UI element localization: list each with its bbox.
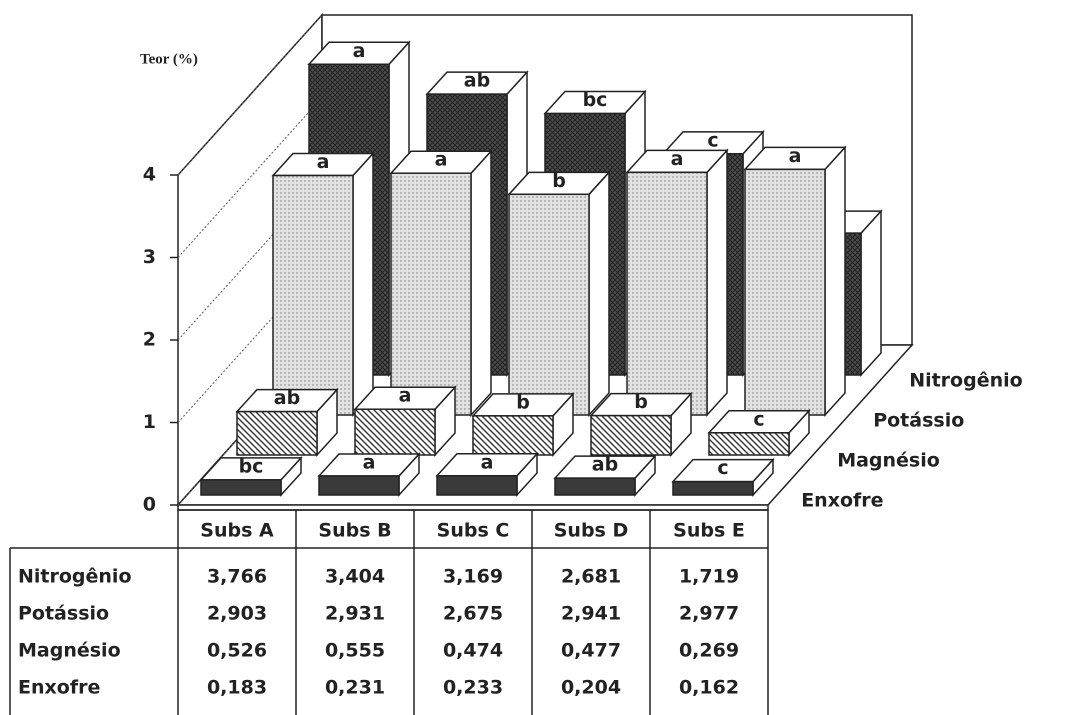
y-tick-label: 1: [143, 411, 156, 433]
bar-letter: a: [317, 151, 330, 173]
table-cell: 1,719: [679, 566, 739, 588]
bar-letter: c: [707, 129, 718, 151]
table-row-label: Magnésio: [18, 640, 121, 662]
bar: [436, 475, 518, 496]
table-cell: 3,404: [325, 566, 385, 588]
bar: [200, 479, 282, 496]
table-cell: 2,681: [561, 566, 621, 588]
table-cell: 0,204: [561, 677, 621, 699]
bar-letter: bc: [583, 89, 608, 111]
bar-letter: b: [552, 170, 566, 192]
y-tick-label: 2: [143, 329, 156, 351]
bar-letter: a: [435, 149, 448, 171]
table-cell: 0,474: [443, 640, 503, 662]
bar: [508, 193, 590, 416]
table-cell: 2,941: [561, 603, 621, 625]
bar: [354, 408, 436, 456]
table-row-label: Nitrogênio: [18, 566, 132, 588]
bar: [390, 172, 472, 416]
bar: [672, 480, 754, 496]
table-cell: 0,555: [325, 640, 385, 662]
table-cell: 0,269: [679, 640, 739, 662]
bar: [626, 171, 708, 416]
table-cell: 0,526: [207, 640, 267, 662]
table-cell: 3,169: [443, 566, 503, 588]
table-cell: 0,162: [679, 677, 739, 699]
bar-letter: a: [363, 451, 376, 473]
bar-letter: b: [634, 391, 648, 413]
table-cell: 0,233: [443, 677, 503, 699]
table-cell: 3,766: [207, 566, 267, 588]
bar: [590, 414, 672, 456]
row-label: Nitrogênio: [909, 370, 1023, 392]
row-label: Enxofre: [801, 490, 883, 512]
bar-letter: ab: [274, 387, 300, 409]
bar-letter: a: [789, 145, 802, 167]
y-tick-label: 3: [143, 246, 156, 268]
bar: [318, 475, 400, 496]
table-cell: 2,903: [207, 603, 267, 625]
x-tick-label: Subs A: [200, 520, 274, 542]
table-cell: 2,675: [443, 603, 503, 625]
table-cell: 0,183: [207, 677, 267, 699]
table-cell: 2,931: [325, 603, 385, 625]
bar: [554, 477, 636, 496]
x-tick-label: Subs B: [318, 520, 391, 542]
x-tick-label: Subs E: [673, 520, 745, 542]
bar: [708, 432, 790, 456]
bar-letter: a: [353, 40, 366, 62]
bar-letter: a: [399, 385, 412, 407]
table-cell: 0,477: [561, 640, 621, 662]
table-row-label: Potássio: [18, 603, 109, 625]
bar: [272, 174, 354, 416]
row-label: Potássio: [873, 410, 964, 432]
bar-side: [706, 148, 728, 417]
bar: [472, 415, 554, 456]
bar-letter: a: [481, 451, 494, 473]
table-cell: 0,231: [325, 677, 385, 699]
bar-side: [352, 151, 374, 417]
bar-letter: ab: [592, 454, 618, 476]
table-row-label: Enxofre: [18, 677, 100, 699]
bar-letter: c: [717, 457, 728, 479]
table-cell: 2,977: [679, 603, 739, 625]
bar-side: [470, 149, 492, 417]
bar-side: [860, 209, 882, 377]
bar-side: [588, 170, 610, 417]
row-label: Magnésio: [837, 450, 940, 472]
y-axis-label: Teor (%): [140, 51, 198, 67]
y-tick-label: 0: [143, 494, 156, 516]
bar-letter: ab: [464, 70, 490, 92]
bar: [744, 168, 826, 416]
bar-side: [824, 145, 846, 417]
y-tick-label: 4: [143, 164, 156, 186]
x-tick-label: Subs C: [437, 520, 510, 542]
bar-letter: b: [516, 391, 530, 413]
bar-letter: bc: [239, 455, 264, 477]
bar: [236, 410, 318, 456]
bar-letter: a: [671, 148, 684, 170]
x-tick-label: Subs D: [554, 520, 629, 542]
bar-letter: c: [753, 408, 764, 430]
